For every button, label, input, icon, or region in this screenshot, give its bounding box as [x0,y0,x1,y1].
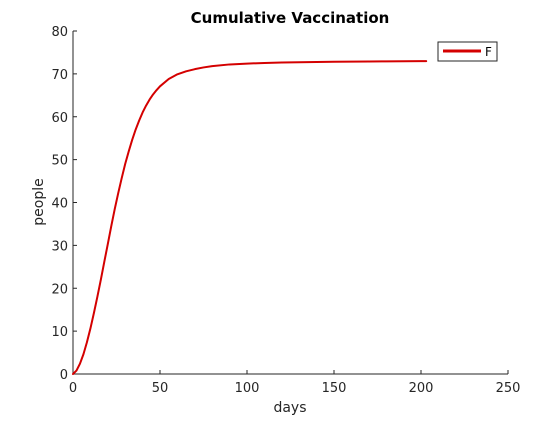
x-axis-ticks: 0 50 100 150 200 250 [69,370,521,396]
y-tick-label: 70 [51,68,68,83]
legend: F [437,41,498,62]
x-tick-label: 150 [322,381,347,396]
y-tick-label: 40 [51,197,68,212]
series-layer [72,60,428,375]
plot-area [72,30,509,375]
chart-title: Cumulative Vaccination [191,9,390,27]
x-tick-label: 50 [152,381,169,396]
y-tick-label: 60 [51,111,68,126]
series-line-f [72,60,428,375]
x-tick-label: 100 [235,381,260,396]
x-tick-label: 0 [69,381,77,396]
x-axis-label: days [273,400,306,416]
x-tick-label: 200 [409,381,434,396]
y-tick-label: 80 [51,25,68,40]
y-tick-label: 30 [51,239,68,254]
y-tick-label: 0 [60,368,68,383]
legend-label-f: F [485,45,492,59]
y-tick-label: 50 [51,154,68,169]
y-axis-ticks: 0 10 20 30 40 50 60 70 80 [51,25,77,383]
y-axis-label: people [31,178,47,225]
x-tick-label: 250 [496,381,521,396]
y-tick-label: 10 [51,325,68,340]
y-tick-label: 20 [51,282,68,297]
